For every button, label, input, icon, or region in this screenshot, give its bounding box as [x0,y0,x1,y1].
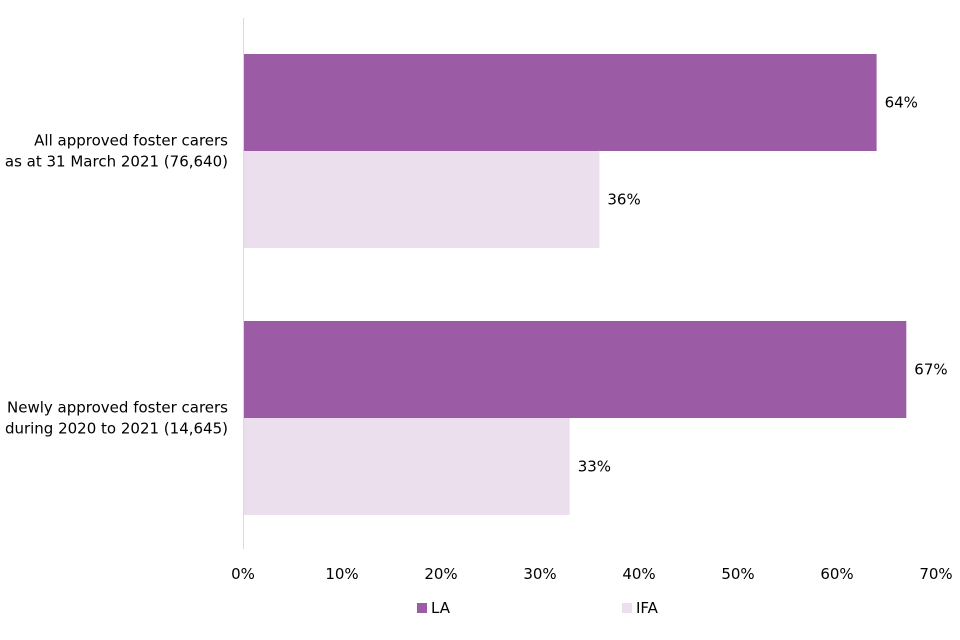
data-label-ifa-1: 33% [578,458,611,476]
x-tick-label-3: 30% [523,565,556,583]
category-labels-group: All approved foster carers as at 31 March… [5,132,228,438]
legend: LA IFA [417,599,659,617]
x-tick-label-0: 0% [231,565,255,583]
legend-swatch-ifa [622,603,632,613]
bar-la-0 [243,54,877,151]
bar-ifa-1 [243,418,570,515]
legend-label-ifa: IFA [636,599,659,617]
category-label-0-line-1: as at 31 March 2021 (76,640) [5,153,228,171]
data-label-la-0: 64% [885,94,918,112]
data-label-la-1: 67% [914,361,947,379]
x-tick-label-5: 50% [721,565,754,583]
x-tick-label-4: 40% [622,565,655,583]
category-label-1-line-0: Newly approved foster carers [7,399,228,417]
legend-swatch-la [417,603,427,613]
x-tick-label-6: 60% [820,565,853,583]
x-tick-label-7: 70% [919,565,952,583]
x-tick-label-2: 20% [424,565,457,583]
data-labels-group: 64% 36% 67% 33% [578,94,948,476]
bars-group [243,54,907,515]
x-tick-label-1: 10% [325,565,358,583]
legend-label-la: LA [431,599,451,617]
x-tick-labels-group: 0% 10% 20% 30% 40% 50% 60% 70% [231,565,953,583]
data-label-ifa-0: 36% [607,191,640,209]
category-label-0-line-0: All approved foster carers [34,132,228,150]
bar-ifa-0 [243,151,600,248]
category-label-1-line-1: during 2020 to 2021 (14,645) [5,420,228,438]
bar-la-1 [243,321,907,418]
